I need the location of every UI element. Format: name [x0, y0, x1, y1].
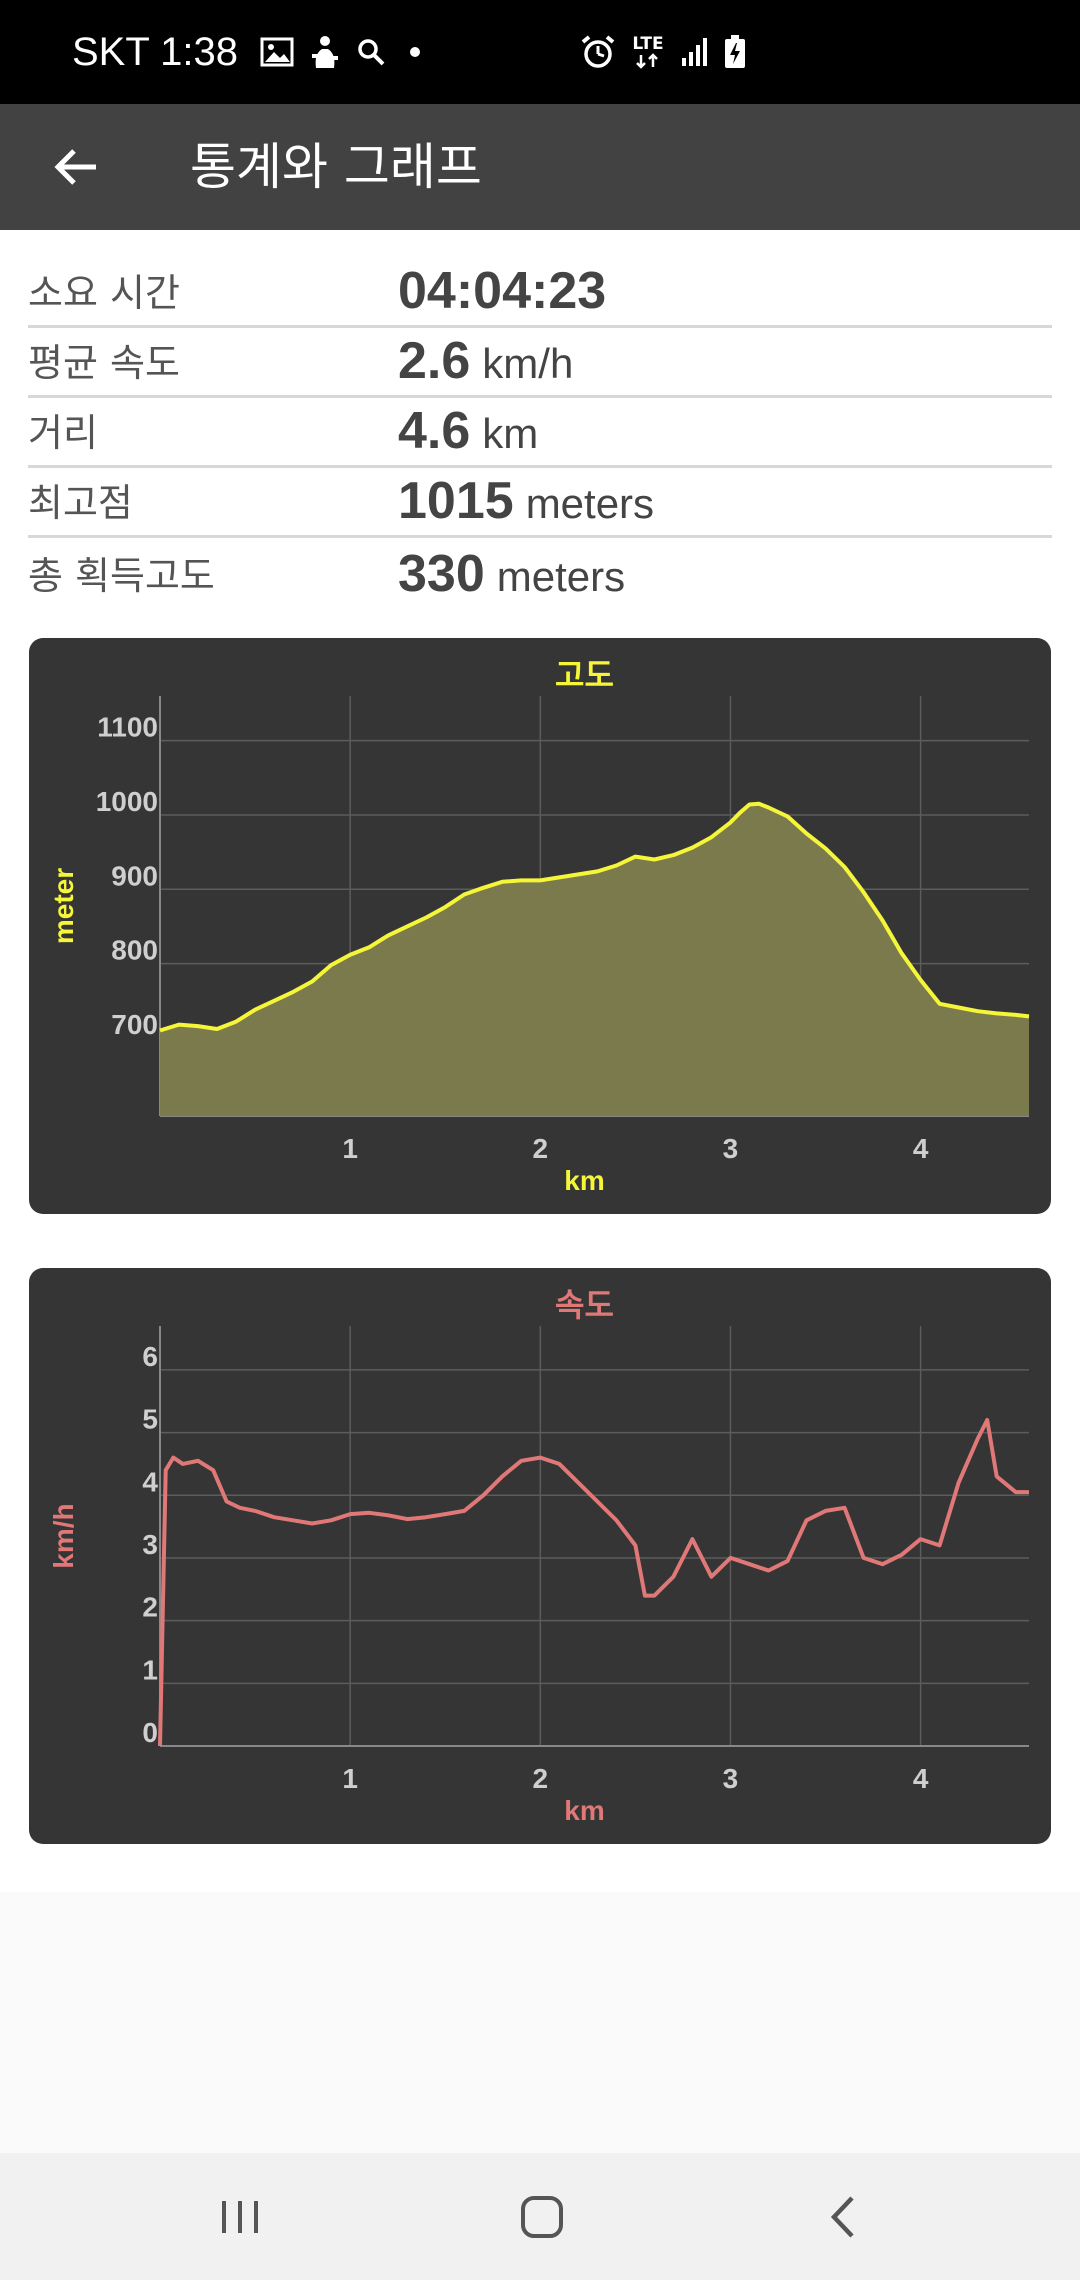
stat-value: 04:04:23 [398, 261, 606, 321]
stat-value: 1015 meters [398, 471, 654, 531]
stat-number: 330 [398, 545, 485, 603]
y-tick-label: 5 [142, 1404, 158, 1435]
stat-label: 평균 속도 [28, 341, 180, 385]
series-line [158, 1418, 1029, 1747]
stat-row-avg-speed: 평균 속도 2.6 km/h [28, 330, 1052, 398]
stat-number: 4.6 [398, 402, 471, 460]
chart-title: 속도 [555, 1286, 614, 1324]
recents-icon [222, 2200, 258, 2233]
stat-row-distance: 거리 4.6 km [28, 400, 1052, 468]
speed-chart: 1 2 3 4 0 1 2 3 4 5 6 속도 km km/h [48, 1286, 1030, 1826]
dot-icon [400, 32, 430, 72]
back-icon [830, 2195, 854, 2238]
y-axis-label: meter [48, 868, 79, 944]
stat-value: 2.6 km/h [398, 331, 573, 391]
altitude-chart-card: 1 2 3 4 700 800 900 1000 1100 고도 km meter [29, 638, 1051, 1214]
home-button[interactable] [462, 2153, 622, 2280]
page-title: 통계와 그래프 [190, 138, 482, 196]
stat-row-elevation-gain: 총 획득고도 330 meters [28, 540, 1052, 608]
y-axis-label: km/h [48, 1503, 79, 1568]
y-tick-label: 1100 [97, 712, 158, 743]
x-tick-label: 4 [913, 1133, 929, 1164]
stat-unit: km/h [482, 340, 574, 387]
x-axis-label: km [564, 1795, 604, 1826]
x-tick-label: 4 [913, 1763, 929, 1794]
arrow-back-icon [54, 149, 96, 185]
stat-row-max-altitude: 최고점 1015 meters [28, 470, 1052, 538]
stat-unit: meters [496, 553, 626, 600]
x-tick-label: 3 [723, 1763, 739, 1794]
stat-unit: meters [525, 480, 655, 527]
image-icon [260, 32, 294, 72]
stat-value: 4.6 km [398, 401, 538, 461]
stat-number: 04:04:23 [398, 262, 607, 320]
stats-list: 소요 시간 04:04:23 평균 속도 2.6 km/h 거리 4.6 km 최고… [28, 260, 1052, 610]
speed-chart-card: 1 2 3 4 0 1 2 3 4 5 6 속도 km km/h [29, 1268, 1051, 1844]
recents-button[interactable] [160, 2153, 320, 2280]
alarm-icon [580, 32, 616, 72]
back-button[interactable] [764, 2153, 924, 2280]
x-tick-label: 1 [342, 1133, 358, 1164]
stat-label: 총 획득고도 [28, 554, 215, 598]
stat-unit: km [482, 410, 539, 457]
stat-label: 최고점 [28, 481, 133, 525]
y-tick-label: 1 [142, 1654, 158, 1685]
y-tick-label: 800 [111, 935, 158, 966]
back-arrow-button[interactable] [44, 135, 108, 199]
search-icon [356, 32, 386, 72]
x-tick-label: 3 [723, 1133, 739, 1164]
signal-icon [680, 32, 710, 72]
y-tick-label: 6 [142, 1341, 158, 1372]
x-tick-label: 2 [533, 1133, 549, 1164]
y-tick-label: 1000 [96, 786, 158, 817]
stat-number: 1015 [398, 472, 514, 530]
stat-label: 거리 [28, 411, 98, 455]
app-bar: 통계와 그래프 [0, 104, 1080, 230]
y-tick-label: 2 [142, 1592, 158, 1623]
home-icon [521, 2195, 563, 2238]
y-tick-label: 3 [142, 1529, 158, 1560]
status-bar: SKT 1:38 LTE [0, 0, 1080, 104]
stat-value: 330 meters [398, 544, 625, 604]
y-tick-label: 900 [111, 860, 158, 891]
stat-number: 2.6 [398, 332, 471, 390]
x-tick-label: 2 [533, 1763, 549, 1794]
app-notification-icon [308, 32, 342, 72]
x-axis-label: km [564, 1165, 604, 1196]
status-carrier-time: SKT 1:38 [72, 29, 239, 74]
y-tick-label: 0 [142, 1717, 158, 1748]
altitude-chart: 1 2 3 4 700 800 900 1000 1100 고도 km meter [48, 656, 1030, 1196]
lte-label: LTE [632, 34, 664, 54]
stat-label: 소요 시간 [28, 271, 180, 315]
system-navigation-bar [0, 2153, 1080, 2280]
area-fill [160, 803, 1029, 1116]
chart-title: 고도 [555, 656, 614, 694]
battery-charging-icon [724, 32, 746, 72]
statistics-content[interactable]: 소요 시간 04:04:23 평균 속도 2.6 km/h 거리 4.6 km 최고… [0, 230, 1080, 1892]
lte-icon: LTE [630, 32, 666, 72]
y-tick-label: 4 [142, 1466, 158, 1497]
x-tick-label: 1 [342, 1763, 358, 1794]
stat-row-duration: 소요 시간 04:04:23 [28, 260, 1052, 328]
y-tick-label: 700 [111, 1009, 158, 1040]
